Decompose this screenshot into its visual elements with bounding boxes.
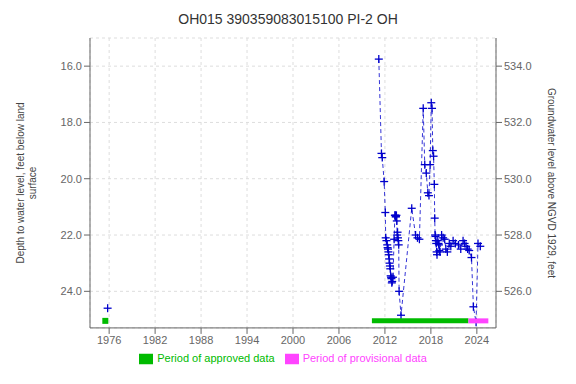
svg-text:2000: 2000: [281, 334, 305, 346]
svg-text:534.0: 534.0: [504, 60, 532, 72]
svg-text:Depth to water level, feet bel: Depth to water level, feet below landsur…: [15, 102, 38, 263]
svg-text:16.0: 16.0: [61, 60, 82, 72]
svg-text:2018: 2018: [419, 334, 443, 346]
html-text:Period of provisional data: Period of provisional data: [302, 351, 427, 364]
svg-text:20.0: 20.0: [61, 173, 82, 185]
html-text:OH015 390359083015100 PI-2 OH: OH015 390359083015100 PI-2 OH: [178, 11, 398, 27]
svg-text:22.0: 22.0: [61, 229, 82, 241]
svg-text:1994: 1994: [235, 334, 259, 346]
svg-text:18.0: 18.0: [61, 116, 82, 128]
svg-text:1976: 1976: [97, 334, 121, 346]
svg-text:2006: 2006: [327, 334, 351, 346]
svg-text:528.0: 528.0: [504, 229, 532, 241]
svg-text:526.0: 526.0: [504, 285, 532, 297]
svg-text:Groundwater level above NGVD 1: Groundwater level above NGVD 1929, feet: [546, 88, 557, 278]
svg-text:2012: 2012: [373, 334, 397, 346]
svg-text:2024: 2024: [465, 334, 489, 346]
svg-text:1982: 1982: [143, 334, 167, 346]
svg-text:24.0: 24.0: [61, 285, 82, 297]
svg-text:532.0: 532.0: [504, 116, 532, 128]
html-text:Period of approved data: Period of approved data: [157, 351, 275, 364]
svg-text:1988: 1988: [189, 334, 213, 346]
svg-text:530.0: 530.0: [504, 173, 532, 185]
